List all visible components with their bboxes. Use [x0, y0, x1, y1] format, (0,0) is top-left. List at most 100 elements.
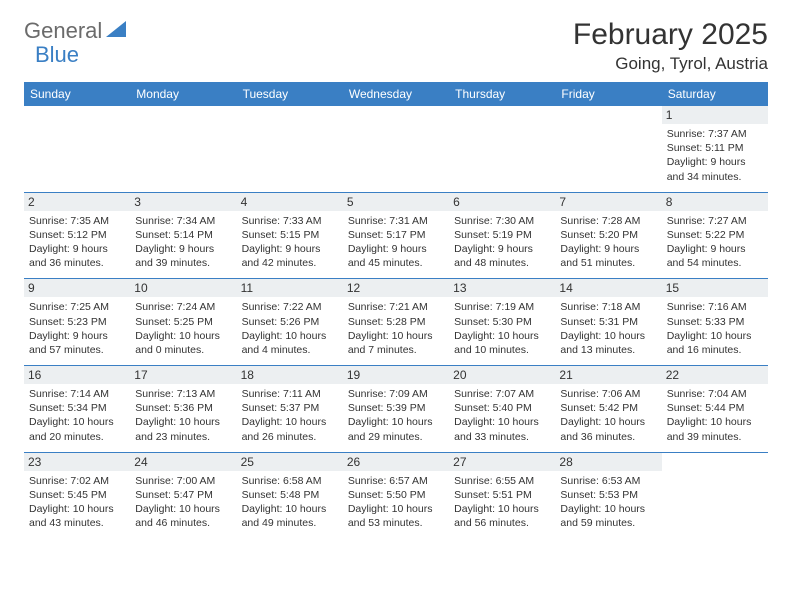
day-day1: Daylight: 10 hours [348, 502, 444, 516]
day-sunset: Sunset: 5:11 PM [667, 141, 763, 155]
day-number: 1 [662, 106, 768, 124]
day-number: 10 [130, 279, 236, 297]
day-cell: 2Sunrise: 7:35 AMSunset: 5:12 PMDaylight… [24, 193, 130, 279]
month-year: February 2025 [573, 18, 768, 52]
day-day2: and 23 minutes. [135, 430, 231, 444]
day-day2: and 36 minutes. [29, 256, 125, 270]
day-sunrise: Sunrise: 7:13 AM [135, 387, 231, 401]
day-cell: 11 Sunrise: 7:22 AMSunset: 5:26 PMDayligh… [237, 279, 343, 365]
day-day1: Daylight: 10 hours [560, 329, 656, 343]
day-number: 13 [449, 279, 555, 297]
day-day1: Daylight: 10 hours [348, 329, 444, 343]
week-row: 16Sunrise: 7:14 AMSunset: 5:34 PMDayligh… [24, 365, 768, 452]
day-number: 16 [24, 366, 130, 384]
weekday-tuesday: Tuesday [237, 82, 343, 106]
day-cell [662, 453, 768, 539]
day-day1: Daylight: 9 hours [348, 242, 444, 256]
day-day1: Daylight: 10 hours [135, 502, 231, 516]
day-day1: Daylight: 9 hours [454, 242, 550, 256]
day-sunrise: Sunrise: 7:02 AM [29, 474, 125, 488]
day-cell: 6Sunrise: 7:30 AMSunset: 5:19 PMDaylight… [449, 193, 555, 279]
day-cell: 4Sunrise: 7:33 AMSunset: 5:15 PMDaylight… [237, 193, 343, 279]
day-day2: and 33 minutes. [454, 430, 550, 444]
day-sunrise: Sunrise: 7:21 AM [348, 300, 444, 314]
day-sunset: Sunset: 5:36 PM [135, 401, 231, 415]
day-sunset: Sunset: 5:26 PM [242, 315, 338, 329]
day-number: 26 [343, 453, 449, 471]
day-day2: and 39 minutes. [667, 430, 763, 444]
location: Going, Tyrol, Austria [573, 54, 768, 74]
day-day2: and 57 minutes. [29, 343, 125, 357]
day-sunset: Sunset: 5:17 PM [348, 228, 444, 242]
day-sunrise: Sunrise: 7:34 AM [135, 214, 231, 228]
day-sunset: Sunset: 5:50 PM [348, 488, 444, 502]
day-number: 18 [237, 366, 343, 384]
day-sunrise: Sunrise: 6:58 AM [242, 474, 338, 488]
day-day1: Daylight: 10 hours [135, 415, 231, 429]
day-sunset: Sunset: 5:22 PM [667, 228, 763, 242]
day-day1: Daylight: 10 hours [242, 329, 338, 343]
day-sunset: Sunset: 5:25 PM [135, 315, 231, 329]
logo: General [24, 18, 128, 44]
day-day2: and 51 minutes. [560, 256, 656, 270]
day-sunset: Sunset: 5:40 PM [454, 401, 550, 415]
day-day1: Daylight: 10 hours [667, 415, 763, 429]
day-day2: and 54 minutes. [667, 256, 763, 270]
day-day2: and 56 minutes. [454, 516, 550, 530]
day-cell: 23Sunrise: 7:02 AMSunset: 5:45 PMDayligh… [24, 453, 130, 539]
logo-text-general: General [24, 18, 102, 44]
day-cell [449, 106, 555, 192]
day-number: 3 [130, 193, 236, 211]
day-sunrise: Sunrise: 7:22 AM [242, 300, 338, 314]
day-sunrise: Sunrise: 7:19 AM [454, 300, 550, 314]
day-number: 9 [24, 279, 130, 297]
day-number: 5 [343, 193, 449, 211]
day-cell [343, 106, 449, 192]
day-sunrise: Sunrise: 6:57 AM [348, 474, 444, 488]
day-cell: 22Sunrise: 7:04 AMSunset: 5:44 PMDayligh… [662, 366, 768, 452]
triangle-icon [106, 21, 126, 42]
day-sunset: Sunset: 5:47 PM [135, 488, 231, 502]
day-number: 11 [237, 279, 343, 297]
day-day1: Daylight: 10 hours [454, 329, 550, 343]
day-cell: 24Sunrise: 7:00 AMSunset: 5:47 PMDayligh… [130, 453, 236, 539]
day-day1: Daylight: 9 hours [667, 242, 763, 256]
day-cell: 17Sunrise: 7:13 AMSunset: 5:36 PMDayligh… [130, 366, 236, 452]
day-day2: and 53 minutes. [348, 516, 444, 530]
weekday-monday: Monday [130, 82, 236, 106]
day-number: 21 [555, 366, 661, 384]
weekday-header-row: Sunday Monday Tuesday Wednesday Thursday… [24, 82, 768, 106]
day-day2: and 7 minutes. [348, 343, 444, 357]
day-sunset: Sunset: 5:51 PM [454, 488, 550, 502]
day-day1: Daylight: 10 hours [348, 415, 444, 429]
day-day2: and 10 minutes. [454, 343, 550, 357]
day-day2: and 42 minutes. [242, 256, 338, 270]
day-number: 14 [555, 279, 661, 297]
day-sunrise: Sunrise: 7:16 AM [667, 300, 763, 314]
day-sunrise: Sunrise: 7:11 AM [242, 387, 338, 401]
day-day2: and 49 minutes. [242, 516, 338, 530]
day-number: 15 [662, 279, 768, 297]
calendar: Sunday Monday Tuesday Wednesday Thursday… [0, 82, 792, 550]
day-sunset: Sunset: 5:28 PM [348, 315, 444, 329]
day-cell: 26 Sunrise: 6:57 AMSunset: 5:50 PMDayligh… [343, 453, 449, 539]
day-day2: and 43 minutes. [29, 516, 125, 530]
logo-text-blue: Blue [35, 42, 79, 67]
day-day2: and 36 minutes. [560, 430, 656, 444]
day-day2: and 4 minutes. [242, 343, 338, 357]
header: General February 2025 Going, Tyrol, Aust… [0, 0, 792, 82]
day-sunrise: Sunrise: 6:53 AM [560, 474, 656, 488]
day-day1: Daylight: 10 hours [560, 415, 656, 429]
day-day2: and 34 minutes. [667, 170, 763, 184]
day-day2: and 29 minutes. [348, 430, 444, 444]
day-sunrise: Sunrise: 7:18 AM [560, 300, 656, 314]
day-day2: and 13 minutes. [560, 343, 656, 357]
day-number: 20 [449, 366, 555, 384]
day-sunrise: Sunrise: 7:00 AM [135, 474, 231, 488]
day-day1: Daylight: 10 hours [242, 415, 338, 429]
day-sunset: Sunset: 5:30 PM [454, 315, 550, 329]
day-day1: Daylight: 10 hours [29, 502, 125, 516]
week-row: 2Sunrise: 7:35 AMSunset: 5:12 PMDaylight… [24, 192, 768, 279]
weekday-friday: Friday [555, 82, 661, 106]
day-sunrise: Sunrise: 7:37 AM [667, 127, 763, 141]
